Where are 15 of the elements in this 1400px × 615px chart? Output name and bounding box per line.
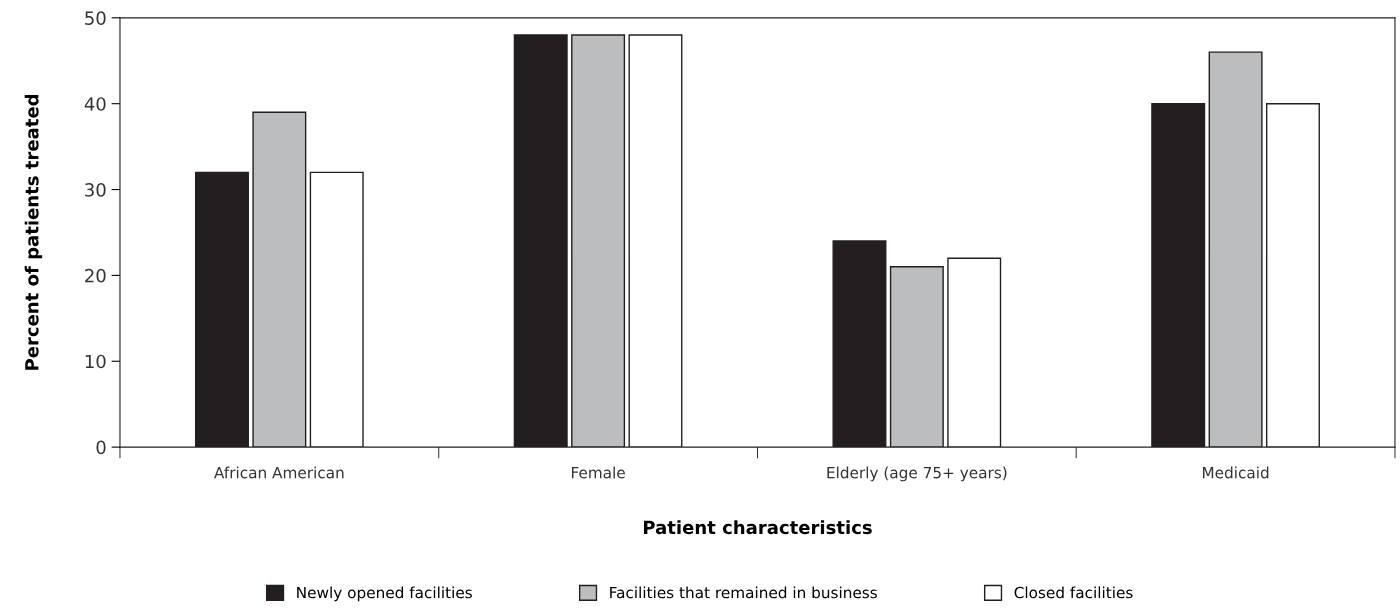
x-axis-title: Patient characteristics bbox=[643, 520, 872, 535]
y-tick-label: 10 bbox=[85, 354, 106, 369]
legend-label: Closed facilities bbox=[1014, 586, 1133, 599]
y-tick-label: 50 bbox=[85, 11, 106, 25]
x-tick-label: Female bbox=[571, 466, 625, 479]
y-tick-label: 0 bbox=[96, 440, 106, 455]
legend-label: Facilities that remained in business bbox=[610, 586, 877, 599]
y-tick-label: 20 bbox=[85, 268, 106, 283]
y-axis-title: Percent of patients treated bbox=[24, 94, 43, 370]
x-tick-label: Medicaid bbox=[1202, 466, 1269, 479]
x-tick-label: Elderly (age 75+ years) bbox=[827, 466, 1007, 482]
x-tick-label: African American bbox=[214, 466, 344, 479]
legend-label: Newly opened facilities bbox=[297, 586, 472, 602]
y-tick-label: 30 bbox=[85, 183, 106, 197]
y-tick-label: 40 bbox=[84, 97, 106, 111]
